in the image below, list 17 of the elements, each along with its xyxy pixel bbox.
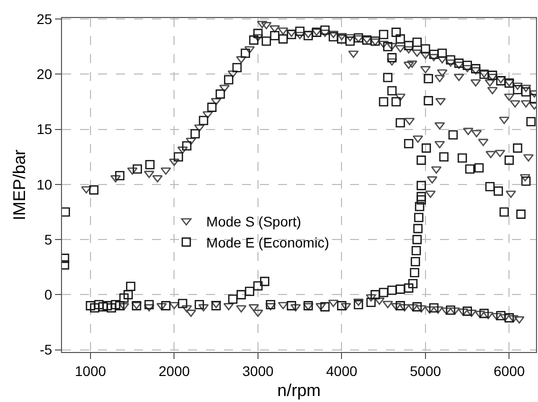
x-tick-label: 2000 (158, 362, 190, 379)
y-tick-label: 0 (44, 286, 52, 303)
x-axis-title: n/rpm (277, 381, 321, 400)
y-tick-label: 25 (36, 11, 52, 27)
y-tick-label: -5 (40, 342, 52, 358)
x-tick-label: 1000 (74, 362, 106, 379)
x-tick-label: 6000 (494, 362, 525, 379)
y-tick-label: 20 (36, 66, 52, 82)
y-tick-label: 15 (36, 121, 52, 138)
x-tick-label: 3000 (242, 362, 274, 379)
x-tick-label: 5000 (410, 362, 442, 379)
y-tick-label: 10 (36, 176, 52, 192)
y-axis-title: IMEP/bar (10, 149, 30, 220)
y-tick-label: 5 (44, 231, 52, 248)
legend-label: Mode S (Sport) (206, 213, 302, 230)
legend-label: Mode E (Economic) (206, 234, 330, 251)
x-tick-label: 4000 (326, 362, 358, 379)
